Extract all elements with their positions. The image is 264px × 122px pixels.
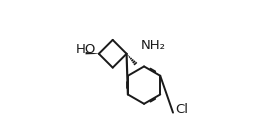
Text: Cl: Cl [175,103,188,116]
Text: HO: HO [75,43,96,56]
Text: NH₂: NH₂ [141,39,166,52]
Polygon shape [86,52,99,54]
